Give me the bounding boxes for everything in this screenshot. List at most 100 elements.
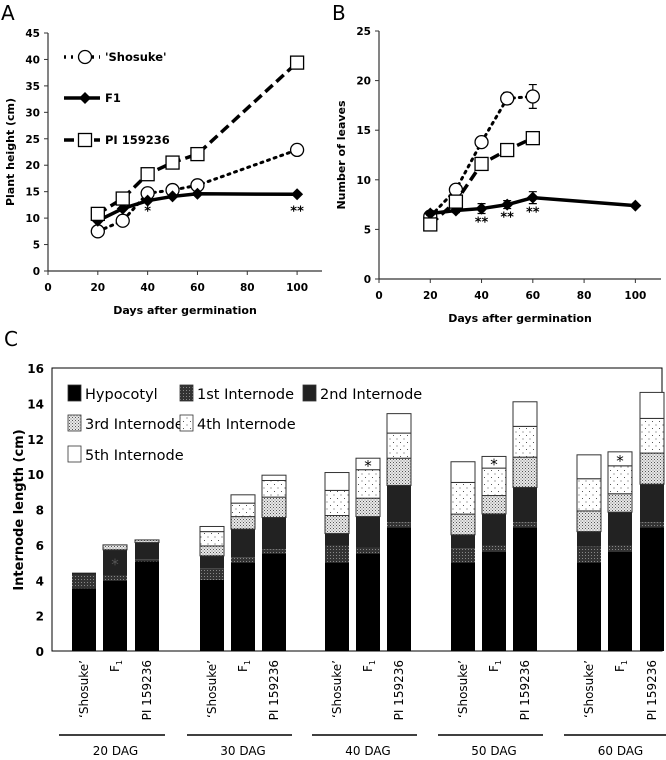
bar-segment-2nd-internode <box>387 485 411 523</box>
data-point <box>90 224 105 239</box>
stacked-bar <box>134 539 160 651</box>
bar-segment-1st-internode <box>135 559 159 562</box>
category-name: F <box>361 665 375 672</box>
category-label: F1 <box>487 660 503 672</box>
bar-segment-3rd-internode <box>102 544 128 551</box>
bar-segment-2nd-internode <box>640 484 664 523</box>
category-name: PI 159236 <box>392 660 406 720</box>
legend-swatch <box>67 445 82 463</box>
bar-group: ‘Shosuke’ F1 PI 159236 30 DAG <box>187 474 292 758</box>
bar-segment-2nd-internode <box>451 534 475 549</box>
bar-segment-5th-internode <box>639 391 665 419</box>
bar-segment-1st-internode <box>640 522 664 528</box>
data-point <box>474 156 489 172</box>
stacked-bar <box>481 455 507 651</box>
y-tick-label: 25 <box>25 134 40 146</box>
x-tick-label: 60 <box>526 290 541 302</box>
bar-segment-1st-internode <box>356 547 380 554</box>
category-label: F1 <box>108 660 124 672</box>
data-point <box>291 188 304 201</box>
bar-segment-1st-internode <box>387 522 411 528</box>
legend-label: 2nd Internode <box>320 387 422 403</box>
data-point <box>190 146 205 162</box>
data-point <box>141 194 154 207</box>
bar-segment-3rd-internode <box>512 456 538 488</box>
bar-segment-4th-internode <box>607 465 633 495</box>
panel-label: C <box>4 327 18 351</box>
bar-segment-1st-internode <box>72 574 96 589</box>
bar-segment-2nd-internode <box>513 487 537 523</box>
significance-mark: * <box>144 204 151 219</box>
bar-segment-5th-internode <box>355 457 381 471</box>
y-tick-label: 5 <box>33 240 40 252</box>
series-line <box>97 192 298 223</box>
stacked-bar <box>324 472 350 651</box>
y-tick-label: 15 <box>25 187 40 199</box>
y-tick-label: 0 <box>364 274 371 286</box>
series-line <box>428 94 535 219</box>
bar-segment-3rd-internode <box>261 496 287 518</box>
category-label: ‘Shosuke’ <box>330 660 344 718</box>
x-tick-label: 100 <box>624 290 646 302</box>
x-tick-label: 80 <box>577 290 592 302</box>
stacked-bar <box>72 572 96 651</box>
y-axis-title: Number of leaves <box>335 100 348 210</box>
bar-segment-2nd-internode <box>103 549 127 576</box>
category-label: F1 <box>613 660 629 672</box>
data-point <box>424 207 437 220</box>
y-tick-label: 40 <box>25 54 40 66</box>
bar-segment-5th-internode <box>481 455 507 469</box>
bar-segment-3rd-internode <box>607 493 633 513</box>
category-subscript: 1 <box>368 660 377 665</box>
bar-segment-2nd-internode <box>135 542 159 560</box>
legend-marker <box>77 49 93 65</box>
legend-swatch <box>67 414 82 432</box>
bar-segment-hypocotyl <box>231 562 255 651</box>
data-point <box>90 206 105 222</box>
bar-group: ‘Shosuke’ F1 PI 159236 40 DAG <box>312 413 417 758</box>
bar-segment-1st-internode <box>262 549 286 554</box>
bar-segment-4th-internode <box>261 479 287 498</box>
bar-segment-2nd-internode <box>608 512 632 546</box>
bar-group: ‘Shosuke’ F1 PI 159236 60 DAG <box>564 391 666 758</box>
y-tick-label: 20 <box>25 160 40 172</box>
bar-segment-1st-internode <box>200 568 224 580</box>
x-tick-label: 20 <box>91 282 106 294</box>
bar-segment-hypocotyl <box>513 527 537 651</box>
bar-segment-4th-internode <box>355 469 381 499</box>
category-label: PI 159236 <box>267 660 281 720</box>
bar-segment-4th-internode <box>576 478 602 512</box>
bar-segment-hypocotyl <box>577 562 601 651</box>
category-name: ‘Shosuke’ <box>456 660 470 718</box>
y-tick-label: 5 <box>364 224 371 236</box>
y-tick-label: 20 <box>356 76 371 88</box>
bar-segment-hypocotyl <box>325 562 349 651</box>
stacked-bar <box>230 494 256 651</box>
data-point <box>448 182 464 197</box>
significance-mark: ** <box>526 206 540 221</box>
bar-segment-hypocotyl <box>200 579 224 651</box>
y-tick-label: 0 <box>33 266 40 278</box>
category-label: ‘Shosuke’ <box>456 660 470 718</box>
y-tick-label: 12 <box>27 433 44 447</box>
legend-label: 5th Internode <box>85 448 184 464</box>
y-tick-label: 0 <box>36 645 44 659</box>
significance-mark: ** <box>290 204 304 219</box>
category-name: ‘Shosuke’ <box>205 660 219 718</box>
bar-segment-5th-internode <box>230 494 256 504</box>
category-name: PI 159236 <box>645 660 659 720</box>
y-tick-label: 4 <box>36 574 44 588</box>
bar-segment-2nd-internode <box>72 572 96 575</box>
category-name: F <box>108 665 122 672</box>
y-tick-label: 16 <box>27 362 44 376</box>
legend-marker <box>79 92 91 104</box>
bar-segment-2nd-internode <box>325 533 349 546</box>
category-subscript: 1 <box>115 660 124 665</box>
legend-label: 1st Internode <box>197 387 294 403</box>
y-axis-title: Plant height (cm) <box>4 98 17 206</box>
data-point <box>475 202 488 215</box>
bar-segment-5th-internode <box>261 474 287 481</box>
x-tick-label: 40 <box>140 282 155 294</box>
bar-segment-1st-internode <box>325 545 349 563</box>
significance-mark: * <box>364 457 372 475</box>
